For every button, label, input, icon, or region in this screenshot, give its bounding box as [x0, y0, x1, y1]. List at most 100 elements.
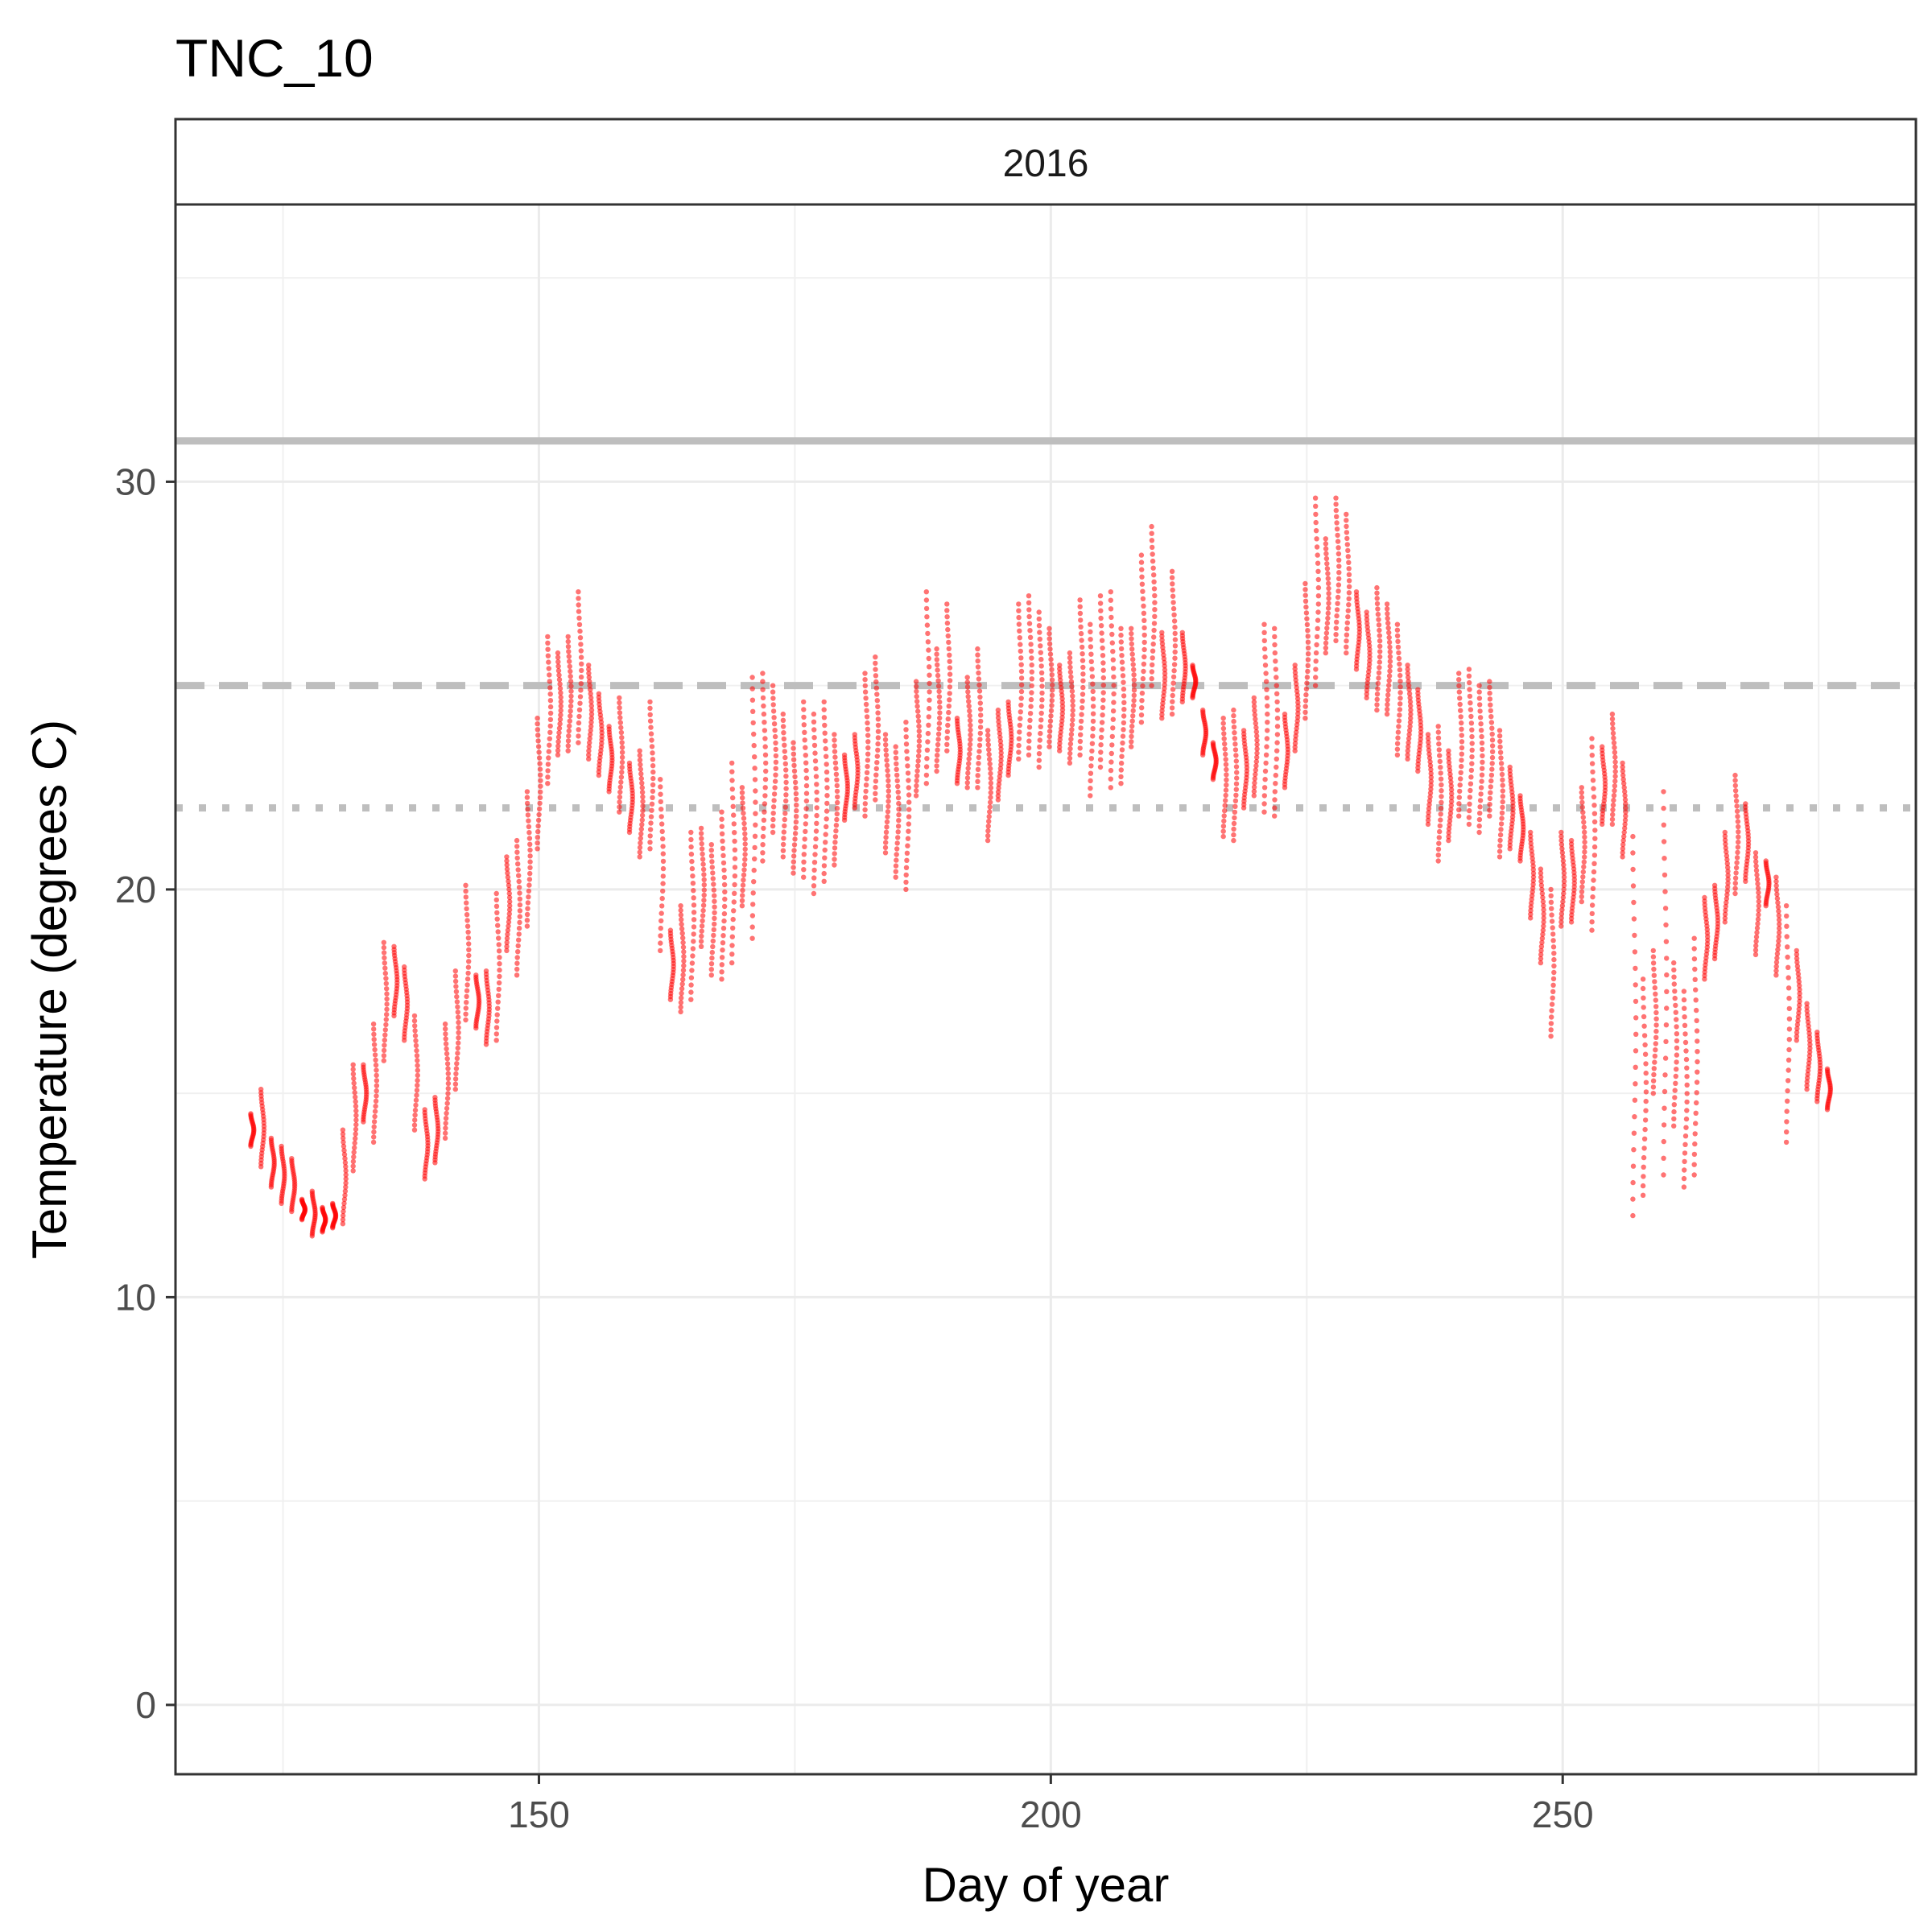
data-point [987, 756, 993, 762]
data-point [619, 765, 625, 770]
data-point [1335, 551, 1342, 557]
data-point [1694, 1080, 1700, 1085]
data-point [936, 694, 943, 700]
data-point [1016, 601, 1022, 607]
data-point [864, 708, 869, 713]
data-point [1159, 641, 1166, 646]
data-point [1691, 1151, 1698, 1158]
data-point [1018, 702, 1024, 708]
data-point [1293, 677, 1298, 683]
data-point [985, 728, 991, 733]
data-point [1550, 938, 1556, 943]
data-point [1459, 745, 1465, 751]
data-point [741, 811, 746, 816]
data-point [1293, 737, 1298, 742]
data-point [1540, 927, 1546, 933]
data-point [1641, 1023, 1647, 1029]
data-point [680, 944, 687, 950]
data-point [1650, 1091, 1656, 1096]
data-point [515, 943, 521, 949]
data-point [903, 879, 909, 886]
data-point [1806, 1053, 1813, 1059]
data-point [1323, 546, 1329, 551]
day-points [1251, 695, 1260, 799]
data-point [495, 1005, 501, 1011]
data-point [1447, 818, 1453, 824]
day-points [1743, 801, 1752, 885]
data-point [1149, 538, 1155, 543]
data-point [1612, 769, 1618, 774]
data-point [1499, 810, 1505, 815]
data-point [1630, 850, 1636, 856]
data-point [545, 781, 551, 786]
data-point [1090, 681, 1096, 687]
data-point [1080, 664, 1086, 671]
data-point [1538, 866, 1544, 872]
data-point [1500, 794, 1506, 799]
data-point [1046, 625, 1052, 631]
data-point [1539, 886, 1545, 893]
data-point [1457, 701, 1463, 708]
data-point [1538, 947, 1544, 954]
day-points [852, 732, 861, 811]
data-point [1088, 621, 1093, 627]
data-point [353, 1108, 359, 1114]
data-point [588, 703, 594, 709]
data-point [343, 1180, 349, 1186]
data-point [813, 828, 819, 834]
data-point [1026, 593, 1032, 599]
data-point [1151, 579, 1157, 584]
data-point [1499, 771, 1505, 778]
data-point [996, 781, 1002, 787]
data-point [875, 735, 881, 741]
data-point [1797, 983, 1802, 989]
day-points [1425, 732, 1435, 828]
data-point [914, 773, 920, 778]
data-point [945, 722, 951, 729]
data-point [576, 621, 583, 628]
data-point [1261, 793, 1268, 799]
data-point [1305, 639, 1311, 645]
data-point [1346, 566, 1352, 572]
data-point [382, 970, 388, 976]
data-point [1539, 890, 1546, 897]
data-point [1691, 1162, 1697, 1167]
data-point [445, 1086, 451, 1092]
data-point [1579, 790, 1585, 795]
data-point [445, 1066, 451, 1071]
data-point [1223, 798, 1228, 803]
data-point [1589, 736, 1595, 741]
data-point [1622, 793, 1628, 799]
data-point [1231, 826, 1236, 832]
data-point [618, 779, 624, 785]
data-point [1108, 785, 1114, 791]
data-point [1580, 869, 1587, 875]
data-point [1540, 894, 1546, 901]
data-point [1641, 1146, 1647, 1151]
data-point [1447, 814, 1453, 820]
data-point [374, 1078, 380, 1084]
data-point [895, 783, 901, 790]
data-point [1016, 614, 1022, 621]
data-point [945, 716, 952, 722]
data-point [1121, 686, 1127, 692]
data-point [721, 903, 728, 910]
data-point [1498, 827, 1504, 832]
data-point [1756, 890, 1761, 896]
data-point [1609, 816, 1616, 823]
data-point [1172, 655, 1178, 661]
data-point [760, 671, 766, 676]
data-point [824, 777, 830, 782]
data-point [659, 821, 665, 827]
data-point [495, 999, 501, 1005]
data-point [658, 910, 664, 916]
day-points [1702, 894, 1711, 982]
data-point [413, 1097, 419, 1103]
data-point [834, 816, 840, 823]
data-point [923, 781, 930, 786]
data-point [1478, 728, 1484, 733]
data-point [1140, 588, 1146, 594]
data-point [1323, 536, 1329, 542]
data-point [968, 727, 973, 733]
data-point [691, 888, 696, 894]
